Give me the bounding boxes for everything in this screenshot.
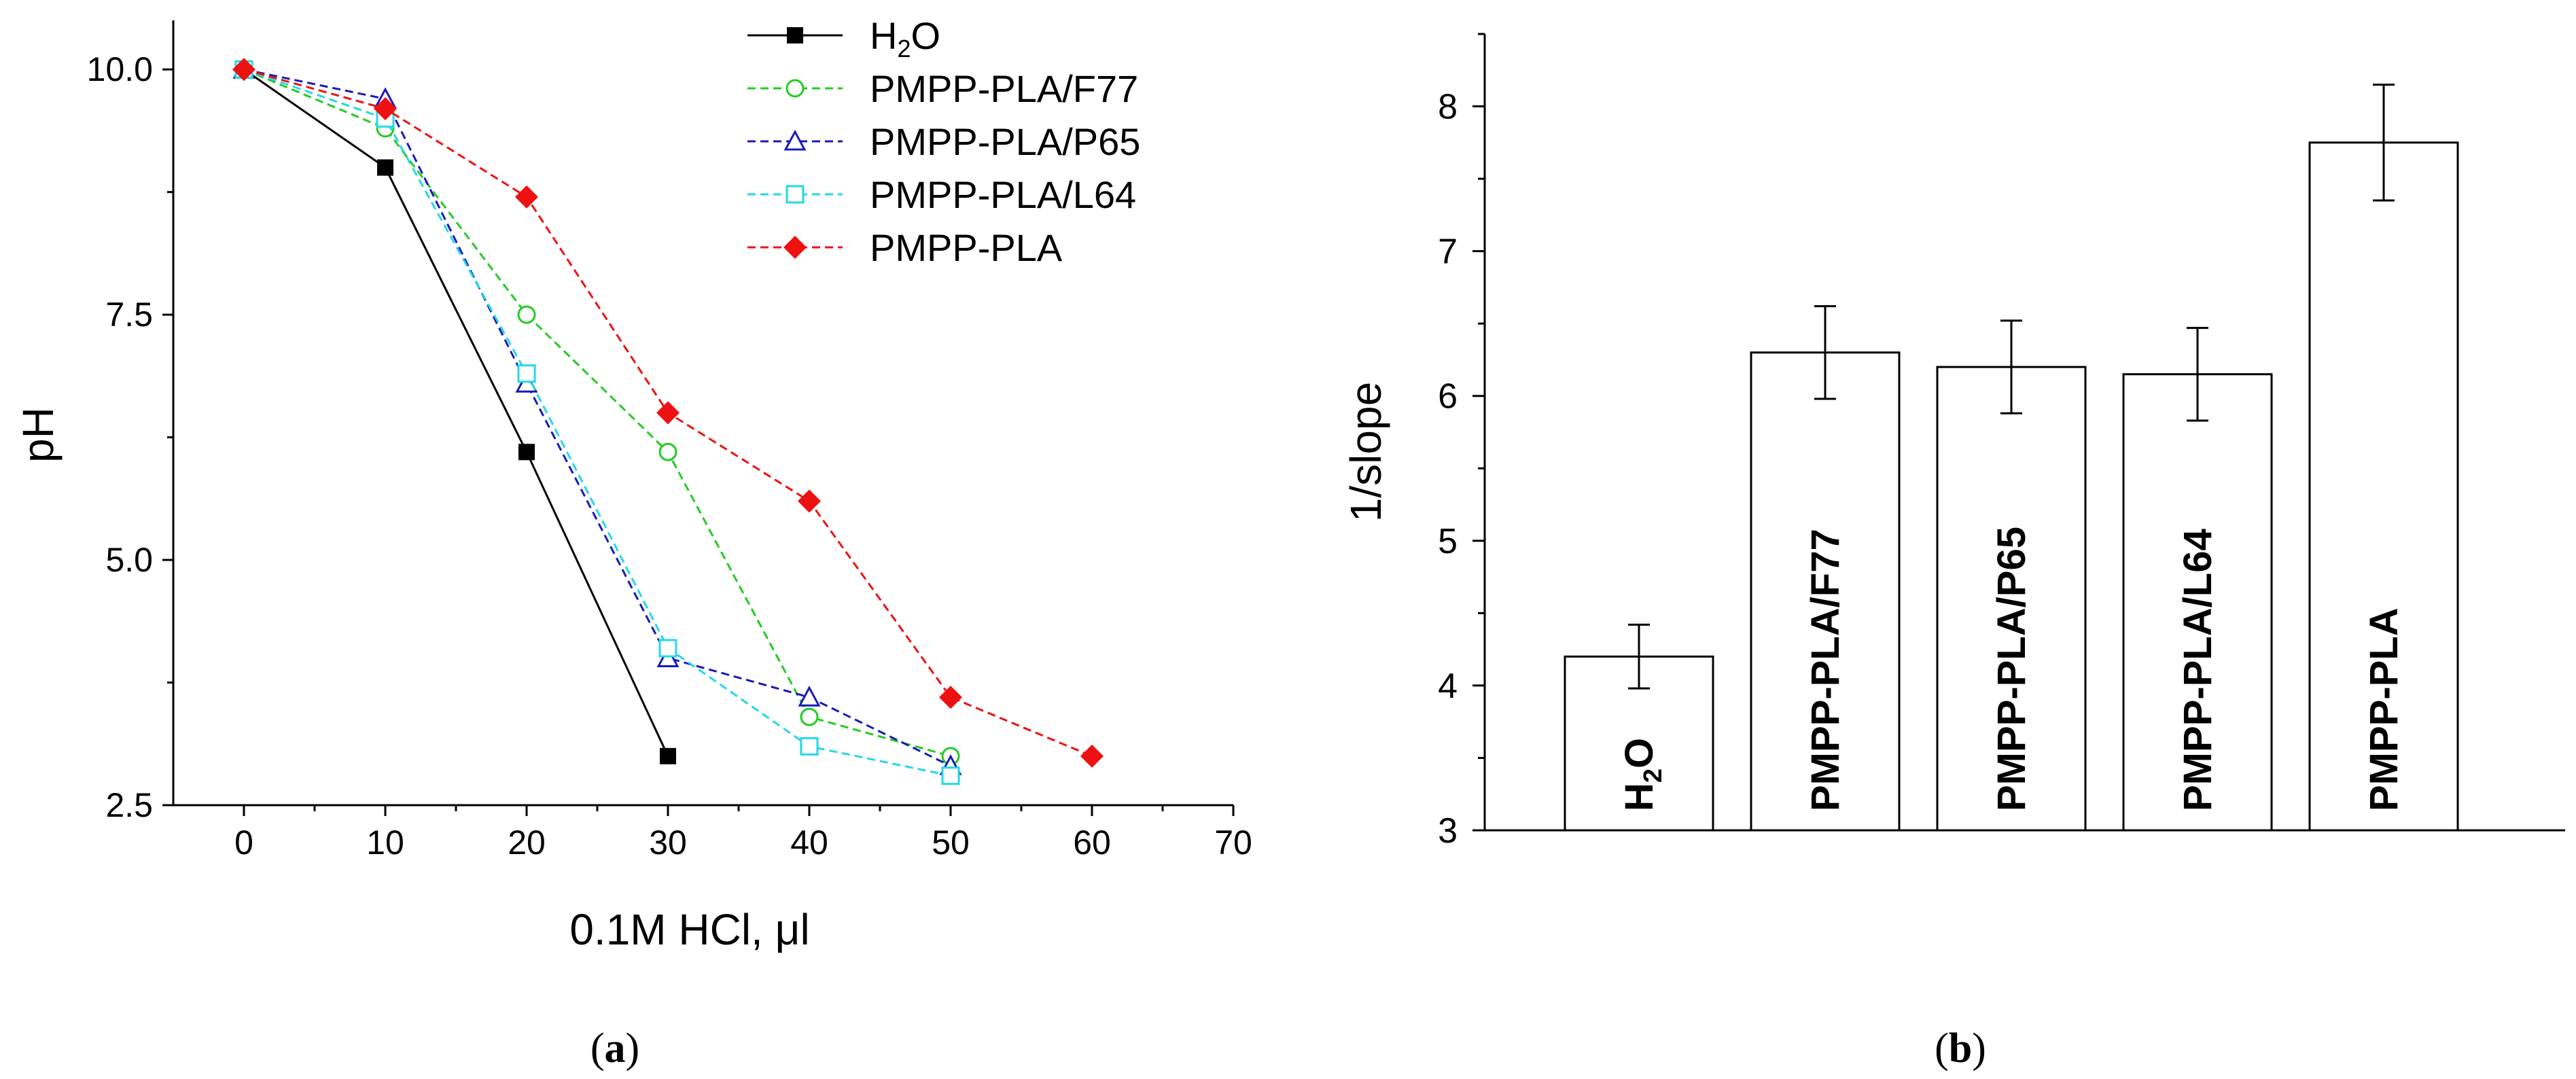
series-line xyxy=(243,68,669,757)
panel-a-x-tick-label: 0 xyxy=(234,824,253,862)
bar-category-label: PMPP-PLA/F77 xyxy=(1803,529,1848,811)
data-point xyxy=(517,305,536,324)
panel-b-y-tick-label: 4 xyxy=(1438,667,1458,706)
panel-a-y-tick-label: 5.0 xyxy=(105,541,153,579)
panel-a-x-tick-label: 20 xyxy=(508,824,546,862)
data-point xyxy=(939,686,962,709)
panel-a-ticks: 0 10 20 30 40 50 60 70 2.5 5.0 7.5 10.0 xyxy=(87,50,1252,862)
bar-category-label: PMPP-PLA/L64 xyxy=(2176,529,2220,811)
panel-a-x-tick-label: 60 xyxy=(1073,824,1111,862)
panel-a-caption: (a) xyxy=(590,1025,639,1072)
bar-category-label: PMPP-PLA/P65 xyxy=(1990,527,2034,811)
panel-b-y-tick-label: 3 xyxy=(1438,811,1458,851)
panel-a-series xyxy=(232,58,1104,785)
panel-b-y-tick-label: 7 xyxy=(1438,232,1458,272)
legend-marker xyxy=(786,79,805,98)
panel-a-y-tick-label: 10.0 xyxy=(87,50,153,88)
legend-marker xyxy=(783,236,807,259)
legend-marker xyxy=(783,129,807,151)
legend-label: PMPP-PLA/P65 xyxy=(870,120,1140,163)
data-point xyxy=(515,185,538,209)
data-point xyxy=(232,58,255,82)
data-point xyxy=(374,96,397,120)
data-point xyxy=(517,364,536,383)
data-point xyxy=(658,442,677,461)
panel-b-y-axis-label: 1/slope xyxy=(1341,382,1390,522)
panel-a-y-tick-label: 7.5 xyxy=(105,296,153,334)
panel-a-y-axis-label: pH xyxy=(14,407,63,463)
bar xyxy=(1936,366,2087,832)
legend-label: PMPP-PLA xyxy=(870,226,1063,269)
panel-a-axes xyxy=(172,20,1233,807)
data-point xyxy=(656,401,680,425)
legend-marker xyxy=(787,27,803,43)
panel-b-caption: (b) xyxy=(1935,1025,1986,1072)
data-point xyxy=(798,686,821,707)
data-point xyxy=(941,766,960,785)
series-line xyxy=(243,68,951,758)
legend-label: PMPP-PLA/L64 xyxy=(870,173,1136,216)
bar-category-label: H2O xyxy=(1617,738,1668,811)
data-point xyxy=(660,747,676,764)
legend-label: H2O xyxy=(870,14,940,63)
panel-a-x-tick-label: 40 xyxy=(790,824,828,862)
legend-marker xyxy=(786,185,805,204)
panel-a-x-axis-label: 0.1M HCl, μl xyxy=(569,905,809,954)
data-point xyxy=(377,159,393,176)
data-point xyxy=(798,489,821,513)
panel-b-y-tick-label: 6 xyxy=(1438,377,1458,417)
bar xyxy=(2308,141,2459,832)
panel-b-bar-chart: 3 4 5 6 7 8 H2O PMPP-PLA/F77 PMPP-PLA/P65 PMPP-P… xyxy=(1341,33,2565,1072)
legend-label: PMPP-PLA/F77 xyxy=(870,67,1138,110)
panel-a-x-tick-label: 70 xyxy=(1214,824,1252,862)
bar-category-label: PMPP-PLA xyxy=(2362,607,2406,811)
panel-a-x-tick-label: 10 xyxy=(366,824,404,862)
panel-a-line-chart: 0 10 20 30 40 50 60 702.55.07.510.0 H2OPMPP-PLA… xyxy=(14,14,1252,1072)
panel-a-x-tick-label: 30 xyxy=(649,824,687,862)
panel-b-y-tick-label: 8 xyxy=(1438,88,1458,127)
data-point xyxy=(518,444,535,461)
data-point xyxy=(1080,744,1104,768)
data-point xyxy=(800,707,819,726)
series-line xyxy=(243,68,951,767)
bar xyxy=(1750,351,1901,832)
panel-a-x-tick-label: 50 xyxy=(932,824,970,862)
panel-b-ticks: 3 4 5 6 7 8 xyxy=(1438,33,1485,851)
series-line xyxy=(243,68,951,777)
data-point xyxy=(658,639,677,658)
data-point xyxy=(800,737,819,756)
panel-a-y-tick-label: 2.5 xyxy=(105,786,153,824)
panel-b-bars: H2O PMPP-PLA/F77 PMPP-PLA/P65 PMPP-PLA/L64 P… xyxy=(1564,84,2459,832)
panel-b-y-tick-label: 5 xyxy=(1438,522,1458,561)
